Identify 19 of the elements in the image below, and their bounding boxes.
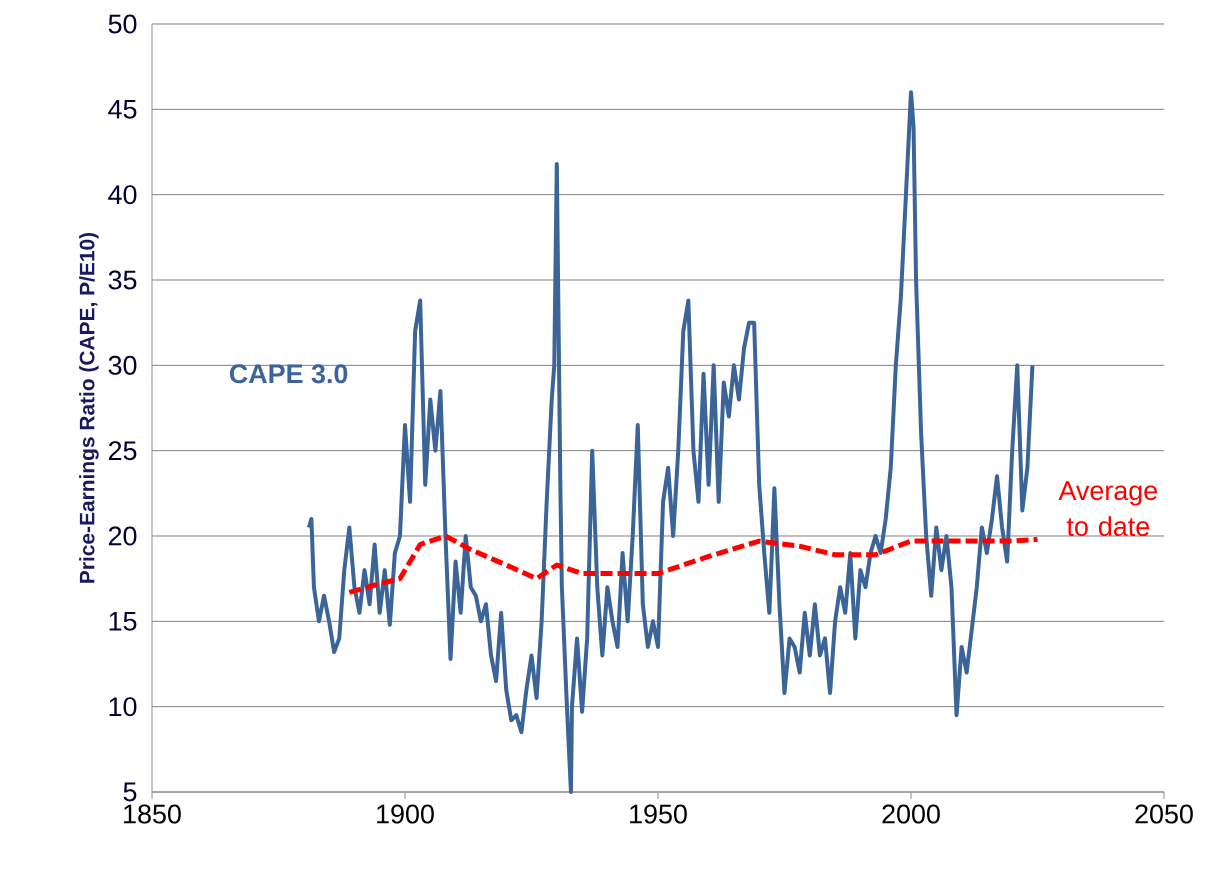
x-tick-label: 1900	[377, 804, 434, 824]
line-series	[306, 90, 1035, 794]
x-tick-label: 2050	[1135, 804, 1193, 824]
y-tick-label: 45	[108, 99, 137, 119]
y-tick-label: 5	[123, 782, 137, 802]
x-tick-label: 1950	[630, 804, 687, 824]
y-tick-label: 35	[108, 270, 137, 290]
y-tick-label: 25	[108, 441, 137, 461]
y-tick-label: 30	[108, 355, 137, 375]
y-tick-label: 40	[108, 185, 137, 205]
y-tick-label: 50	[108, 14, 137, 34]
y-tick-label: 10	[109, 697, 137, 717]
x-tick-label: 1850	[124, 804, 181, 824]
y-tick-label: 20	[108, 526, 137, 546]
y-axis-title: Price-Earnings Ratio (CAPE, P/E10)	[79, 232, 99, 583]
x-tick-label: 2000	[882, 804, 940, 824]
text: CAPE 3.0	[229, 364, 348, 384]
series-label: Average to date	[1058, 481, 1157, 537]
y-tick-label: 15	[109, 611, 137, 631]
